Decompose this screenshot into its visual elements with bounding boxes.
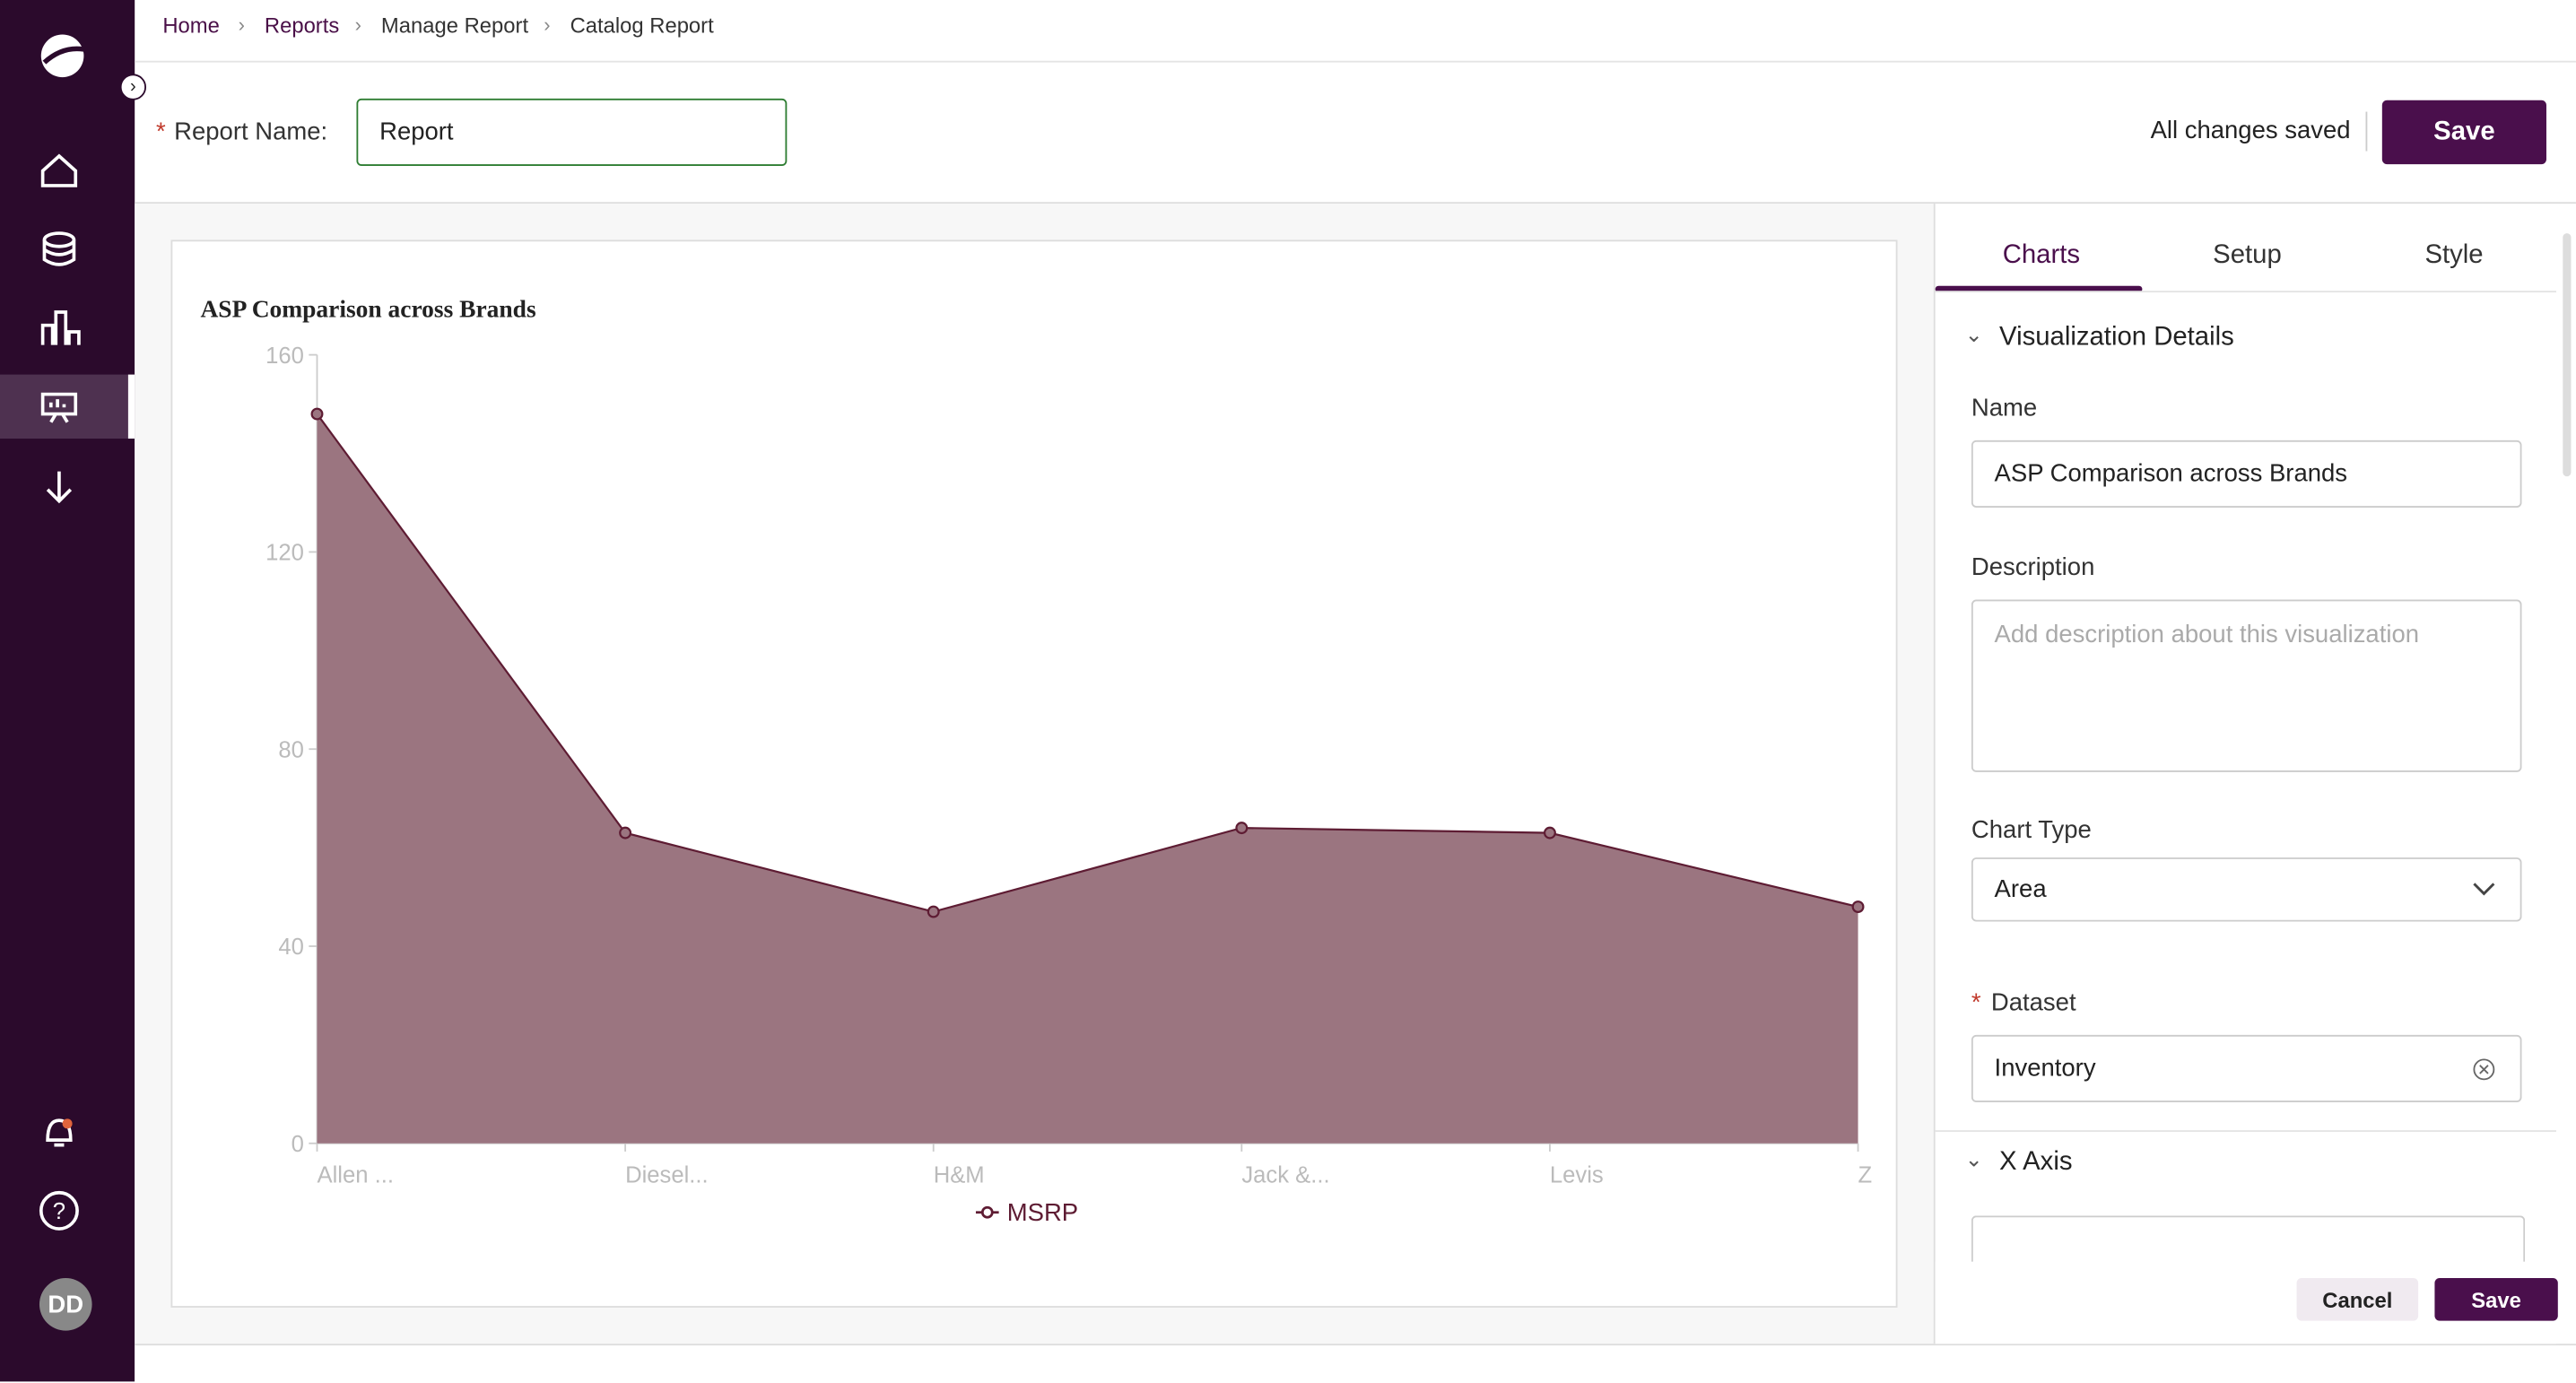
home-icon[interactable]: [40, 153, 78, 187]
avatar[interactable]: [39, 1277, 92, 1331]
tab[interactable]: Setup: [2213, 241, 2282, 270]
chevron[interactable]: ⌄: [1964, 1146, 1983, 1171]
chart-title: ASP Comparison across Brands: [200, 295, 536, 322]
chart-card: ASP Comparison across Brands 0 40 80 120 160…: [170, 239, 1898, 1308]
x-tick-label: Z: [1858, 1163, 1873, 1188]
y-tick-label: 0: [292, 1132, 304, 1157]
y-tick-label: 120: [265, 541, 304, 566]
breadcrumb-item: Catalog Report: [570, 13, 714, 39]
field-label: Description: [1971, 553, 2095, 582]
point: [1851, 900, 1865, 914]
notification-icon[interactable]: [46, 1118, 73, 1147]
y-tick-label: 80: [278, 737, 304, 762]
legend-marker: [980, 1205, 994, 1219]
scrollbar[interactable]: [2563, 233, 2572, 477]
chart-type-select[interactable]: Area: [1971, 857, 2522, 922]
data-icon[interactable]: [42, 231, 76, 248]
y-tick-label: 160: [265, 344, 304, 369]
breadcrumb-sep: ›: [544, 13, 551, 37]
x-tick-label: H&M: [934, 1163, 985, 1188]
divider: [1935, 291, 2556, 293]
collapse-toggle[interactable]: ›: [119, 74, 147, 100]
tab-indicator: [1935, 285, 2143, 293]
divider: [1933, 204, 1936, 1344]
save-status: All changes saved: [2150, 117, 2351, 145]
report-name-label: Report Name:: [174, 117, 328, 147]
footer: [135, 1344, 2576, 1383]
help-icon[interactable]: [39, 1190, 79, 1231]
point: [927, 905, 940, 918]
section-title[interactable]: X Axis: [1999, 1148, 2073, 1177]
breadcrumb-sep: ›: [238, 13, 245, 37]
x-tick-label: Allen ...: [317, 1163, 393, 1188]
chart: ASP Comparison across Brands 0 40 80 120 160…: [200, 295, 1873, 1226]
sidebar: ? DD ›: [0, 0, 147, 1382]
report-name-input[interactable]: Report: [356, 98, 788, 166]
dataset-input[interactable]: Inventory: [1971, 1034, 2522, 1103]
name-input[interactable]: ASP Comparison across Brands: [1971, 439, 2522, 508]
y-tick-label: 40: [278, 935, 304, 960]
point: [310, 407, 324, 421]
tab[interactable]: Charts: [2002, 241, 2081, 270]
save-button[interactable]: Save: [2381, 100, 2546, 165]
x-tick-label: Levis: [1550, 1163, 1604, 1188]
dropdown-arrow: [2473, 883, 2495, 896]
divider: [1935, 1130, 2556, 1132]
section-title[interactable]: Visualization Details: [1999, 323, 2234, 352]
breadcrumb-item[interactable]: Reports: [264, 13, 340, 39]
x-tick-label: Diesel...: [625, 1163, 709, 1188]
tab[interactable]: Style: [2424, 241, 2484, 270]
sidebar-icons: ? DD: [0, 34, 135, 1331]
field-label: Name: [1971, 394, 2038, 422]
svg-text:?: ?: [53, 1199, 65, 1224]
field-label: Dataset: [1990, 988, 2076, 1017]
field-label: Chart Type: [1971, 816, 2092, 845]
divider: [135, 60, 2576, 63]
cancel-button[interactable]: Cancel: [2296, 1277, 2419, 1321]
x-tick-label: Jack &...: [1241, 1163, 1329, 1188]
breadcrumb-item[interactable]: Home: [162, 13, 220, 39]
description-input[interactable]: Add description about this visualization: [1971, 599, 2522, 772]
avatar-text: DD: [48, 1290, 83, 1318]
legend-label: MSRP: [1007, 1198, 1078, 1226]
charts-icon[interactable]: [40, 310, 81, 345]
required-mark: *: [156, 117, 166, 147]
panel-save-button[interactable]: Save: [2434, 1277, 2558, 1321]
point: [1235, 822, 1249, 835]
breadcrumb-item[interactable]: Manage Report: [380, 13, 529, 39]
point: [619, 826, 632, 839]
area: [317, 413, 1858, 1144]
required-mark: *: [1971, 988, 1981, 1017]
divider: [135, 202, 2576, 204]
download-icon[interactable]: [46, 471, 73, 504]
breadcrumb-sep: ›: [354, 13, 361, 37]
point: [1543, 826, 1556, 839]
line: [316, 413, 1858, 913]
chevron[interactable]: ⌄: [1964, 321, 1983, 347]
divider: [2365, 111, 2368, 152]
x-axis-input[interactable]: [1971, 1215, 2526, 1267]
clear-icon[interactable]: [2471, 1057, 2497, 1083]
logo[interactable]: [40, 34, 84, 78]
